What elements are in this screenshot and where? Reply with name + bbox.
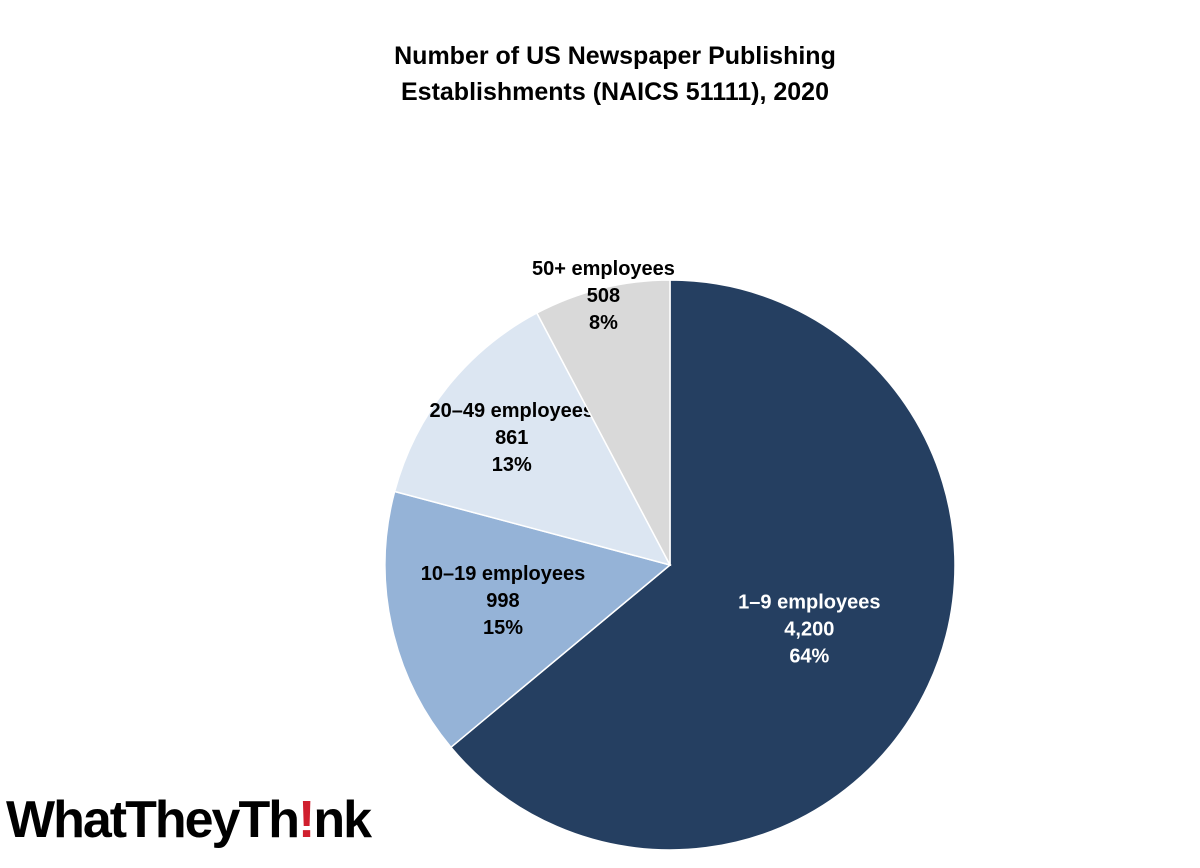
pie-slice xyxy=(384,490,672,749)
slice-category: 10–19 employees xyxy=(421,563,586,585)
slice-value: 508 xyxy=(587,285,620,307)
pie-slice xyxy=(393,311,672,567)
slice-value: 861 xyxy=(495,427,528,449)
slice-category: 1–9 employees xyxy=(738,592,880,614)
slice-percent: 8% xyxy=(589,312,618,334)
slice-percent: 13% xyxy=(492,454,532,476)
data-label: 10–19 employees 998 15% xyxy=(421,563,586,639)
data-label: 20–49 employees 861 13% xyxy=(429,400,594,476)
pie-slice xyxy=(449,279,956,851)
data-label: 50+ employees 508 8% xyxy=(532,258,675,334)
slice-category: 50+ employees xyxy=(532,258,675,280)
logo: WhatTheyTh!nk xyxy=(6,790,372,850)
slice-percent: 64% xyxy=(789,646,829,668)
logo-mark: ! xyxy=(297,791,315,849)
chart-title: Number of US Newspaper Publishing Establ… xyxy=(394,42,836,106)
logo-text: nk xyxy=(313,791,372,849)
pie-slice xyxy=(535,279,671,566)
data-label: 1–9 employees 4,200 64% xyxy=(738,592,880,668)
slice-value: 4,200 xyxy=(784,619,834,641)
slice-category: 20–49 employees xyxy=(429,400,594,422)
slice-percent: 15% xyxy=(483,617,523,639)
logo-text: WhatTheyTh xyxy=(6,791,300,849)
slice-value: 998 xyxy=(486,590,519,612)
